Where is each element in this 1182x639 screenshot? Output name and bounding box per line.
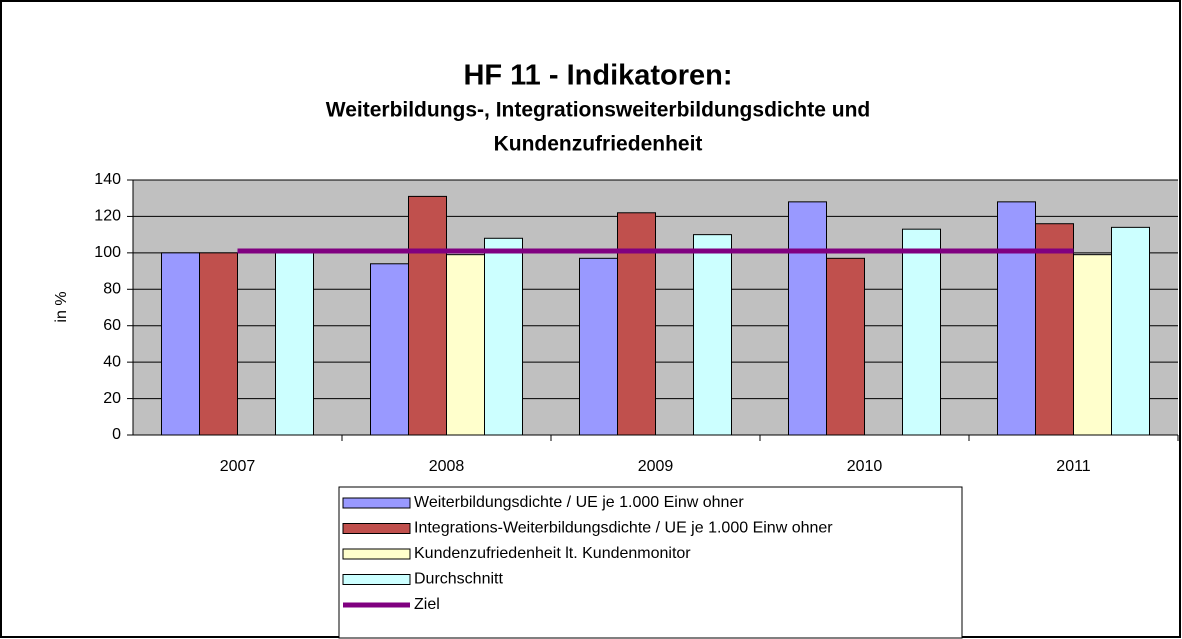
y-tick-label: 80 xyxy=(103,281,121,298)
x-tick-label: 2010 xyxy=(847,458,883,475)
legend-label: Integrations-Weiterbildungsdichte / UE j… xyxy=(414,520,833,537)
bar xyxy=(1035,223,1074,436)
y-tick-label: 20 xyxy=(103,390,121,407)
legend xyxy=(338,486,963,639)
legend-label: Weiterbildungsdichte / UE je 1.000 Einw … xyxy=(414,494,744,511)
bar xyxy=(275,252,314,436)
bar xyxy=(997,201,1036,436)
x-tick-label: 2007 xyxy=(220,458,256,475)
bar xyxy=(370,263,409,436)
bar xyxy=(199,252,238,436)
legend-swatch xyxy=(342,574,411,585)
bar xyxy=(788,201,827,436)
x-tick-label: 2008 xyxy=(429,458,465,475)
y-tick-label: 140 xyxy=(94,171,121,188)
chart-title: HF 11 - Indikatoren: xyxy=(463,60,732,92)
x-tick-label: 2009 xyxy=(638,458,674,475)
bar xyxy=(902,228,941,436)
y-tick-label: 100 xyxy=(94,244,121,261)
legend-label: Durchschnitt xyxy=(414,571,503,588)
bar xyxy=(693,234,732,436)
y-tick-label: 120 xyxy=(94,208,121,225)
legend-label: Kundenzufriedenheit lt. Kundenmonitor xyxy=(414,545,691,562)
bar xyxy=(408,195,447,436)
bar xyxy=(826,257,865,436)
legend-label: Ziel xyxy=(414,596,440,613)
legend-swatch xyxy=(342,497,411,509)
bar xyxy=(579,257,618,436)
bar xyxy=(617,212,656,436)
x-tick-label: 2011 xyxy=(1056,458,1091,475)
bar xyxy=(1073,254,1112,436)
legend-swatch xyxy=(342,548,411,560)
chart-subtitle: Kundenzufriedenheit xyxy=(494,133,703,156)
y-tick-label: 0 xyxy=(112,426,121,443)
bar xyxy=(1111,226,1150,436)
y-tick-label: 40 xyxy=(103,353,121,370)
bar xyxy=(161,252,200,436)
bar xyxy=(446,254,485,436)
bar xyxy=(484,237,523,436)
chart-subtitle: Weiterbildungs-, Integrationsweiterbildu… xyxy=(326,99,870,122)
y-tick-label: 60 xyxy=(103,317,121,334)
legend-swatch xyxy=(342,523,411,534)
y-axis-label: in % xyxy=(53,291,70,322)
